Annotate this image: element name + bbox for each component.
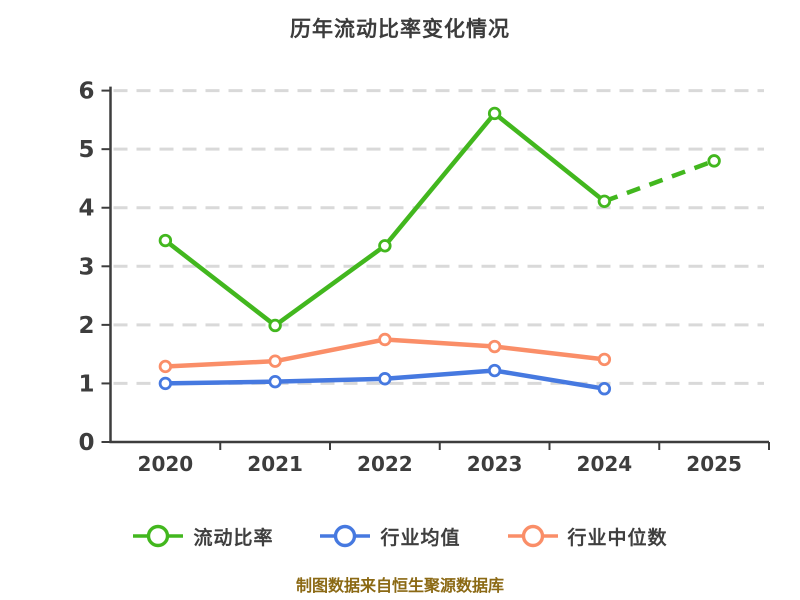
y-tick-label: 4 — [78, 196, 94, 222]
legend-circle — [521, 524, 544, 548]
data-point-marker — [158, 359, 173, 374]
data-point-marker — [378, 239, 392, 253]
x-tick-label: 2025 — [686, 452, 742, 476]
legend-line-marker-icon — [507, 524, 558, 548]
y-tick-label: 0 — [78, 430, 94, 456]
data-point-marker — [707, 154, 721, 168]
x-tick-label: 2022 — [357, 452, 413, 476]
legend-item-0[interactable]: 流动比率 — [132, 522, 273, 550]
series-line-dashed-0 — [603, 158, 715, 204]
legend: 流动比率 行业均值 行业中位数 — [0, 512, 800, 560]
data-point-marker — [597, 194, 612, 208]
data-point-marker — [597, 352, 612, 367]
x-tick-label: 2023 — [467, 452, 523, 476]
data-point-marker — [158, 233, 173, 248]
x-tick-label: 2024 — [577, 452, 633, 476]
data-source-caption: 制图数据来自恒生聚源数据库 — [295, 576, 504, 595]
x-tick-label: 2021 — [247, 452, 303, 476]
legend-circle — [334, 524, 357, 548]
legend-line-marker-icon — [320, 524, 371, 548]
data-point-marker — [268, 318, 282, 333]
data-point-marker — [487, 106, 502, 121]
x-tick-label: 2020 — [138, 452, 194, 476]
y-tick-label: 1 — [78, 371, 94, 397]
data-point-marker — [597, 382, 612, 396]
chart-title: 历年流动比率变化情况 — [290, 17, 510, 41]
legend-item-1[interactable]: 行业均值 — [319, 522, 460, 550]
legend-label: 行业中位数 — [567, 526, 668, 549]
y-tick-label: 3 — [78, 254, 94, 280]
plot-area: 0 1 2 3 4 5 6 2020 2021 2022 2023 2024 2025 — [78, 79, 770, 476]
data-point-marker — [487, 363, 502, 378]
data-point-marker — [158, 376, 173, 391]
legend-label: 行业均值 — [380, 526, 461, 549]
y-tick-label: 2 — [78, 313, 94, 339]
data-point-marker — [378, 332, 392, 347]
legend-circle — [147, 524, 170, 548]
series-line-0 — [163, 111, 606, 328]
legend-item-2[interactable]: 行业中位数 — [507, 522, 668, 550]
y-tick-label: 6 — [78, 79, 94, 105]
data-point-marker — [268, 354, 282, 368]
data-point-marker — [268, 374, 282, 389]
y-tick-label: 5 — [78, 137, 94, 163]
legend-line-marker-icon — [133, 524, 184, 548]
legend-label: 流动比率 — [193, 526, 274, 549]
data-point-marker — [378, 372, 392, 386]
data-point-marker — [487, 339, 502, 354]
